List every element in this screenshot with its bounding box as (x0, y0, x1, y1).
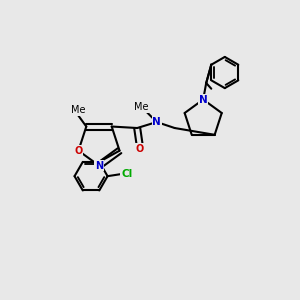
Text: N: N (199, 94, 208, 104)
Text: Cl: Cl (121, 169, 132, 179)
Text: Me: Me (134, 102, 149, 112)
Text: O: O (136, 144, 144, 154)
Text: N: N (152, 117, 161, 127)
Text: O: O (74, 146, 83, 156)
Text: Me: Me (71, 106, 86, 116)
Text: N: N (95, 160, 103, 171)
